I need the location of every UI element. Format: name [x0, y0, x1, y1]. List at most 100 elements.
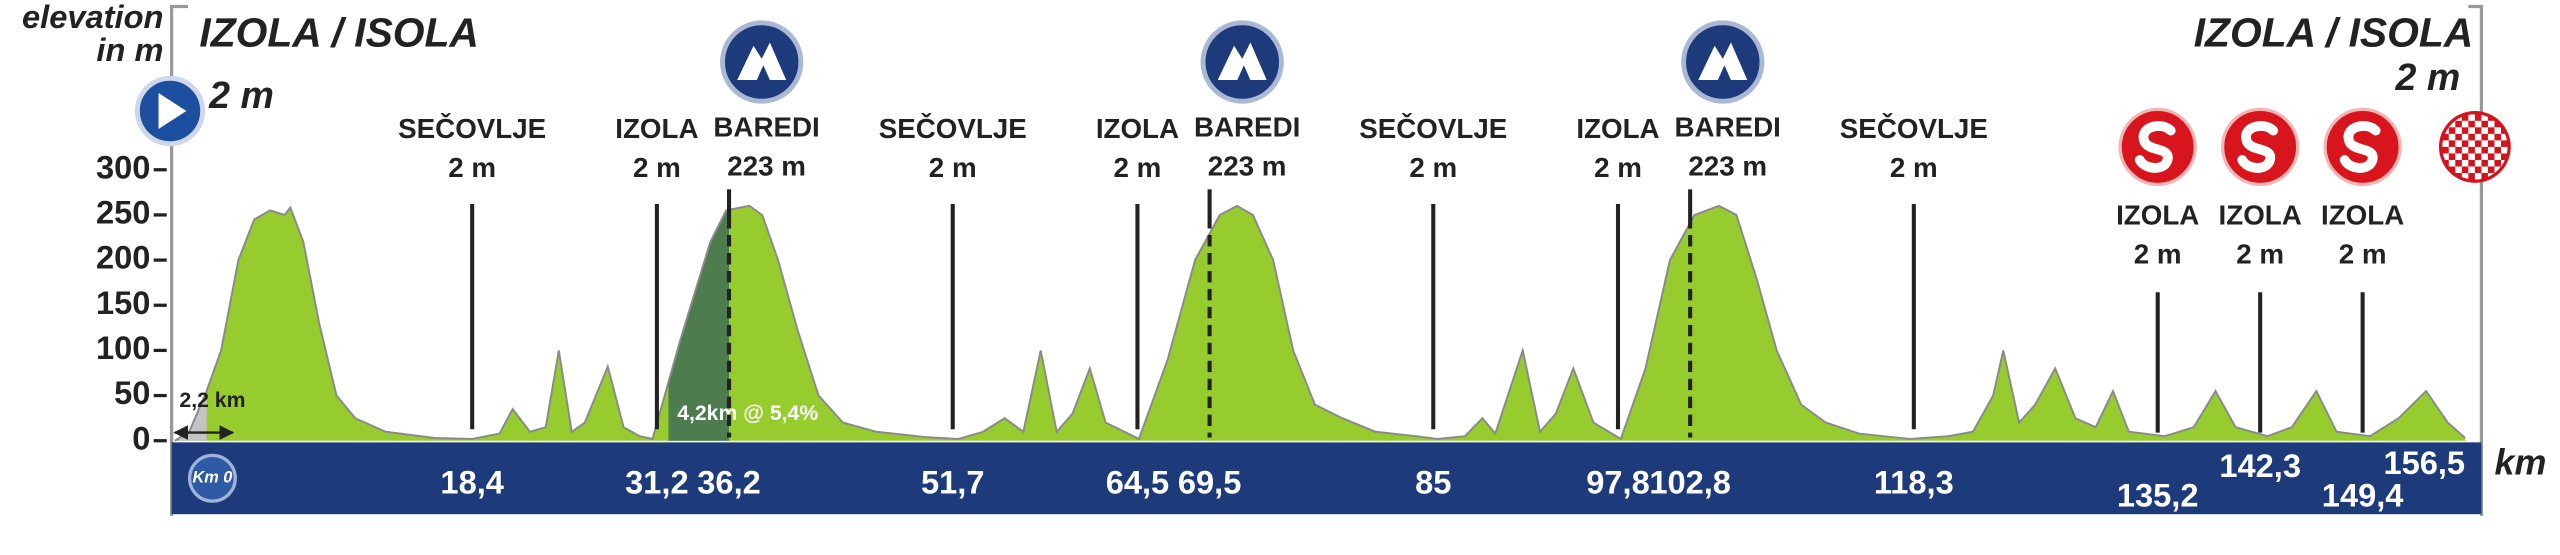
checker-cell — [2474, 133, 2482, 141]
checker-cell — [2474, 173, 2482, 180]
checker-cell — [2487, 159, 2495, 167]
checker-cell — [2442, 114, 2449, 121]
finish-name: IZOLA / ISOLA — [2194, 10, 2474, 56]
km-label: 36,2 — [697, 463, 761, 500]
checker-cell — [2501, 173, 2508, 180]
km-label: 142,3 — [2219, 447, 2301, 484]
checker-cell — [2468, 114, 2475, 121]
waypoint-name: IZOLA — [1096, 113, 1179, 144]
waypoint-elevation: 2 m — [1114, 152, 1162, 183]
checker-cell — [2455, 166, 2462, 174]
checker-cell — [2487, 133, 2495, 141]
waypoint-name: BAREDI — [1194, 111, 1300, 142]
km-label: 69,5 — [1178, 463, 1242, 500]
y-axis-label: in m — [96, 31, 163, 68]
km-label: 102,8 — [1649, 463, 1731, 500]
profile-area — [174, 205, 2466, 441]
checker-cell — [2468, 127, 2475, 134]
km0-badge — [187, 453, 237, 503]
checker-cell — [2442, 153, 2449, 160]
km-label: 31,2 — [625, 463, 689, 500]
neutral-area — [174, 390, 207, 441]
x-axis-label: km — [2494, 442, 2546, 483]
finish-elevation: 2 m — [2395, 56, 2461, 98]
km-label: 97,8 — [1586, 463, 1650, 500]
neutral-label: 2,2 km — [179, 389, 245, 412]
waypoint-elevation: 2 m — [1890, 152, 1938, 183]
climb-label: 4,2km @ 5,4% — [677, 402, 818, 425]
waypoint-elevation: 223 m — [1208, 150, 1287, 181]
checker-cell — [2494, 153, 2501, 160]
checker-cell — [2474, 159, 2482, 167]
km-band — [171, 442, 2482, 515]
y-tick-label: 100 — [96, 329, 150, 366]
kom-icon-peak — [1237, 65, 1251, 80]
waypoint-name: SEČOVLJE — [398, 113, 546, 144]
checker-cell — [2481, 140, 2488, 147]
checker-cell — [2474, 120, 2482, 128]
checker-cell — [2481, 127, 2488, 134]
checker-cell — [2474, 146, 2482, 154]
plot: 0 50 100 150 200 250 300 4,2km @ 5,4% 2,2 km SEČO… — [96, 20, 2466, 513]
kom-icon-mountain — [1217, 42, 1267, 80]
checker-cell — [2494, 140, 2501, 147]
checker-cell — [2455, 127, 2462, 134]
y-tick-label: 50 — [114, 374, 150, 411]
y-tick-label: 250 — [96, 194, 150, 231]
waypoint-elevation: 2 m — [1409, 152, 1457, 183]
waypoint-elevation: 223 m — [1688, 150, 1767, 181]
waypoint-name: IZOLA — [615, 113, 698, 144]
start-elevation: 2 m — [208, 74, 274, 116]
waypoint-elevation: 2 m — [448, 152, 496, 183]
checker-cell — [2494, 166, 2501, 174]
checker-cell — [2487, 146, 2495, 154]
checker-cell — [2487, 120, 2495, 128]
waypoint-elevation: 223 m — [727, 150, 806, 181]
checker-cell — [2468, 166, 2475, 174]
waypoint-name: SEČOVLJE — [1359, 113, 1507, 144]
waypoint-name: IZOLA — [1576, 113, 1659, 144]
checker-cell — [2448, 146, 2456, 154]
waypoint-elevation: 2 m — [1594, 152, 1642, 183]
checker-cell — [2501, 133, 2508, 141]
km-label: 156,5 — [2383, 444, 2465, 481]
y-axis-label: elevation — [22, 0, 163, 35]
km-label: 135,2 — [2117, 476, 2199, 513]
km-label: 85 — [1415, 463, 1451, 500]
y-tick-label: 150 — [96, 284, 150, 321]
km-label: 118,3 — [1874, 463, 1954, 500]
kom-icon-mountain — [1698, 42, 1748, 80]
frame-right — [2468, 4, 2484, 516]
waypoint-elevation: 2 m — [633, 152, 681, 183]
checker-cell — [2442, 140, 2449, 147]
checker-cell — [2448, 159, 2456, 167]
checker-cell — [2468, 140, 2475, 147]
km-label: 64,5 — [1106, 463, 1169, 500]
checker-cell — [2448, 120, 2456, 128]
waypoint-elevation: 2 m — [2339, 239, 2387, 270]
checker-cell — [2448, 133, 2456, 141]
sprint-icon-s — [2237, 121, 2279, 173]
start-name: IZOLA / ISOLA — [199, 10, 479, 56]
waypoint-elevation: 2 m — [2134, 239, 2182, 270]
waypoint-name: IZOLA — [2116, 199, 2199, 230]
kom-icon-peak — [1717, 65, 1731, 80]
y-tick-label: 300 — [96, 148, 150, 185]
waypoint-name: BAREDI — [713, 111, 819, 142]
waypoint-elevation: 2 m — [929, 152, 977, 183]
km-label: 51,7 — [921, 463, 985, 500]
waypoint-name: IZOLA — [2321, 199, 2404, 230]
start-icon-arrow — [158, 93, 187, 129]
km0-label: Km 0 — [192, 469, 232, 487]
kom-icon-mountain — [737, 42, 787, 80]
checker-cell — [2468, 153, 2475, 160]
profile-outline — [174, 204, 2466, 442]
kom-icon-peak — [756, 65, 770, 80]
checker-cell — [2481, 166, 2488, 174]
km-label: 149,4 — [2322, 476, 2404, 513]
checker-cell — [2501, 146, 2508, 154]
checker-cell — [2461, 159, 2469, 167]
checker-cell — [2461, 133, 2469, 141]
